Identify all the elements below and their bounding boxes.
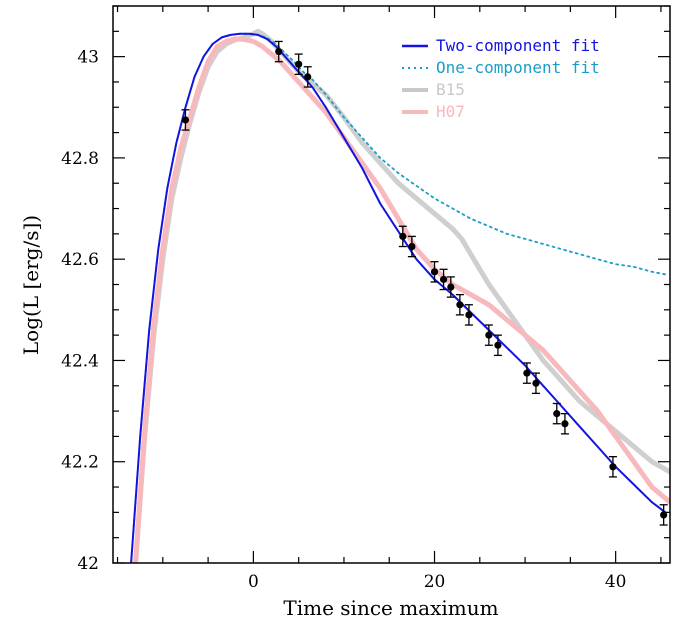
point-marker — [408, 242, 416, 251]
data-point — [464, 304, 473, 326]
data-point — [484, 324, 493, 346]
y-tick-label: 43 — [77, 48, 99, 68]
point-marker — [465, 311, 473, 319]
series-curves — [130, 28, 670, 563]
point-marker — [181, 116, 190, 124]
point-marker — [456, 301, 464, 309]
legend-entry-b15: B15 — [402, 80, 465, 99]
x-tick-label: 0 — [248, 572, 259, 592]
data-point — [439, 268, 448, 291]
data-point — [407, 235, 416, 258]
y-tick-label: 42.2 — [61, 453, 99, 473]
legend-label: Two-component fit — [436, 36, 600, 55]
point-marker — [304, 73, 312, 81]
plot-frame — [112, 5, 671, 564]
point-marker — [275, 47, 283, 56]
x-axis-title: Time since maximum — [283, 596, 498, 620]
point-marker — [485, 331, 493, 339]
data-point — [398, 225, 407, 248]
point-marker — [609, 463, 617, 471]
x-tick-label: 40 — [605, 572, 627, 592]
point-marker — [532, 379, 540, 387]
data-point — [181, 109, 190, 131]
data-point — [659, 504, 668, 526]
y-axis-title: Log(L [erg/s]) — [19, 215, 43, 355]
point-marker — [399, 232, 407, 240]
legend-entry-two-component-fit: Two-component fit — [402, 36, 600, 55]
tick-labels: 0 20 40 42 42.2 42.4 42.6 42.8 43 — [61, 48, 626, 592]
data-point — [531, 372, 540, 395]
data-point — [552, 402, 561, 425]
data-point — [303, 66, 312, 88]
axis-ticks — [113, 5, 670, 564]
point-marker — [660, 511, 668, 519]
point-marker — [553, 410, 561, 418]
data-point — [430, 261, 439, 283]
y-tick-label: 42.4 — [61, 351, 99, 371]
legend-entry-one-component-fit: One-component fit — [402, 58, 600, 77]
data-point — [446, 276, 455, 298]
point-marker — [561, 420, 569, 428]
y-tick-label: 42.6 — [61, 250, 99, 270]
series-line-two-component-fit — [130, 32, 667, 563]
data-point — [294, 53, 303, 76]
data-point — [560, 412, 569, 435]
y-tick-label: 42 — [77, 554, 99, 574]
observed-points — [181, 40, 668, 526]
legend: Two-component fit One-component fit B15 H07 — [402, 36, 600, 121]
point-marker — [523, 369, 531, 377]
legend-entry-h07: H07 — [402, 102, 465, 121]
series-line-one-component-fit — [130, 32, 667, 563]
legend-label: B15 — [436, 80, 465, 99]
point-marker — [494, 341, 502, 349]
data-point — [493, 334, 502, 357]
legend-label: One-component fit — [436, 58, 600, 77]
legend-label: H07 — [436, 102, 465, 121]
x-tick-label: 20 — [424, 572, 446, 592]
series-line-h07 — [133, 36, 670, 563]
data-point — [274, 40, 283, 63]
data-point — [455, 293, 464, 316]
data-point — [608, 456, 617, 478]
point-marker — [447, 283, 455, 291]
data-point — [522, 362, 531, 384]
y-tick-label: 42.8 — [61, 149, 99, 169]
point-marker — [430, 268, 439, 276]
point-marker — [295, 60, 303, 68]
point-marker — [439, 275, 448, 284]
